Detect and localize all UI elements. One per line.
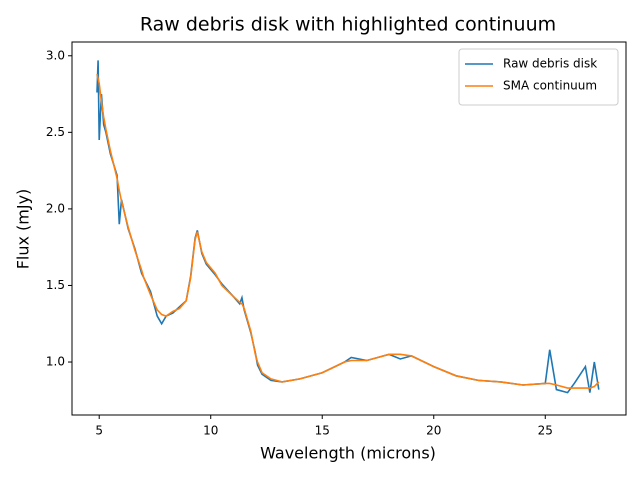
y-tick-label: 2.5	[46, 125, 65, 139]
chart-title: Raw debris disk with highlighted continu…	[140, 14, 556, 36]
data-line	[96, 73, 600, 389]
x-tick-label: 25	[538, 424, 553, 438]
plot-frame	[71, 41, 627, 416]
y-tick-label: 2.0	[46, 201, 65, 215]
y-axis-label: Flux (mJy)	[14, 189, 33, 270]
legend-box	[458, 48, 619, 106]
y-tick-label: 1.5	[46, 278, 65, 292]
x-axis-label: Wavelength (microns)	[260, 444, 436, 463]
x-tick-label: 20	[426, 424, 441, 438]
x-tick-label: 15	[315, 424, 330, 438]
y-tick-label: 3.0	[46, 48, 65, 62]
x-tick-label: 5	[95, 424, 103, 438]
legend-label: Raw debris disk	[503, 57, 597, 71]
x-tick-label: 10	[203, 424, 218, 438]
legend-label: SMA continuum	[503, 79, 597, 93]
y-tick-label: 1.0	[46, 355, 65, 369]
legend: Raw debris disk SMA continuum	[458, 48, 619, 106]
data-line	[96, 60, 600, 394]
